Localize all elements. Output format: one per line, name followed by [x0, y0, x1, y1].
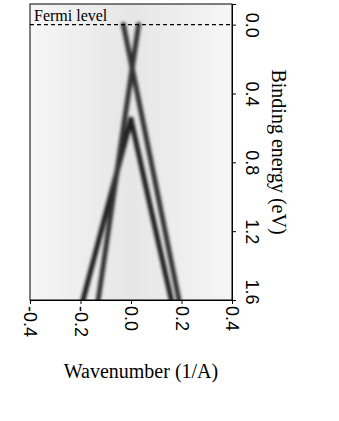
- y-tick-label: 1.2: [242, 219, 262, 244]
- x-tick-label: -0.4: [20, 306, 40, 337]
- plot-frame: [30, 4, 232, 300]
- y-axis-title: Binding energy (eV): [267, 69, 290, 234]
- band-line: [83, 119, 131, 300]
- x-axis-line: [31, 301, 233, 305]
- y-tick: 1.2: [232, 219, 262, 244]
- x-tick: 0.0: [121, 300, 141, 331]
- x-tick: 0.4: [222, 300, 242, 331]
- y-tick-label: 0.0: [242, 13, 262, 38]
- x-tick-mark: [81, 300, 82, 304]
- y-axis-line: [233, 5, 237, 301]
- x-tick-mark: [30, 300, 31, 304]
- x-tick: 0.2: [172, 300, 192, 331]
- y-tick: 0.0: [232, 13, 262, 38]
- y-tick: 0.8: [232, 150, 262, 175]
- y-tick-mark: [232, 300, 236, 301]
- band-line: [131, 119, 171, 300]
- x-axis-title: Wavenumber (1/A): [64, 360, 218, 383]
- y-tick-label: 1.6: [242, 279, 262, 304]
- x-tick-label: 0.0: [121, 306, 141, 331]
- y-axis: 0.0 0.4 0.8 1.2 1.6: [232, 5, 262, 305]
- y-tick: 0.4: [232, 81, 262, 106]
- annotation: Fermi level: [34, 7, 108, 24]
- fermi-level-line: [30, 24, 232, 25]
- plot-background: [30, 4, 232, 300]
- band-line: [123, 25, 179, 300]
- x-tick: -0.2: [71, 300, 91, 337]
- x-tick-mark: [131, 300, 132, 304]
- chart: Fermi level -0.4 -0.2 0.0 0.2 0.4 0.0 0.4 0.8 1.2…: [0, 0, 339, 421]
- x-tick-label: 0.4: [222, 306, 242, 331]
- x-tick: -0.4: [20, 300, 40, 337]
- x-axis: -0.4 -0.2 0.0 0.2 0.4: [20, 300, 242, 337]
- y-tick-mark: [232, 162, 236, 163]
- x-tick-mark: [182, 300, 183, 304]
- x-tick-label: -0.2: [71, 306, 91, 337]
- plot-area: [30, 25, 232, 300]
- y-tick-mark: [232, 93, 236, 94]
- y-tick-mark: [232, 25, 236, 26]
- y-tick-label: 0.8: [242, 150, 262, 175]
- y-tick-mark: [232, 231, 236, 232]
- x-tick-label: 0.2: [172, 306, 192, 331]
- y-tick: 1.6: [232, 279, 262, 304]
- y-tick-label: 0.4: [242, 81, 262, 106]
- bands: [83, 25, 179, 300]
